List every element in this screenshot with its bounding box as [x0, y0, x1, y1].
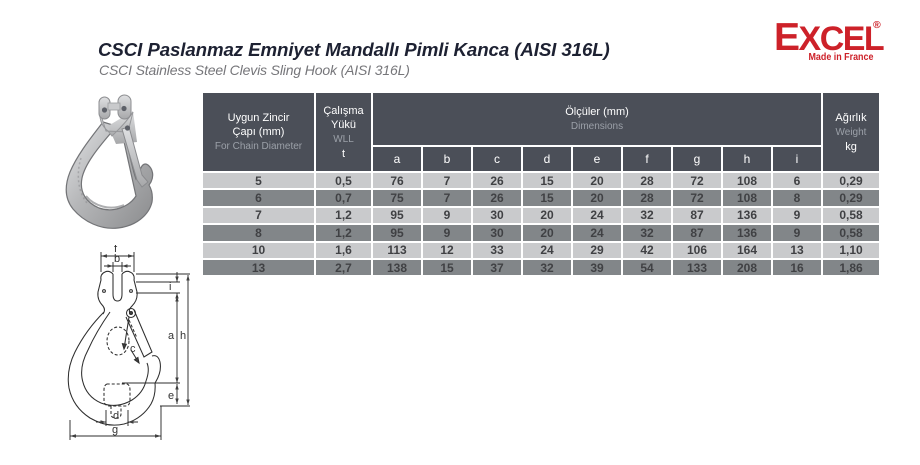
svg-text:g: g	[112, 424, 118, 436]
svg-text:f: f	[114, 245, 118, 255]
svg-text:e: e	[168, 390, 174, 402]
svg-text:c: c	[130, 343, 136, 355]
svg-text:h: h	[180, 330, 186, 342]
svg-text:i: i	[169, 281, 171, 293]
svg-text:b: b	[114, 253, 120, 265]
svg-text:d: d	[113, 410, 119, 422]
svg-text:a: a	[168, 330, 175, 342]
